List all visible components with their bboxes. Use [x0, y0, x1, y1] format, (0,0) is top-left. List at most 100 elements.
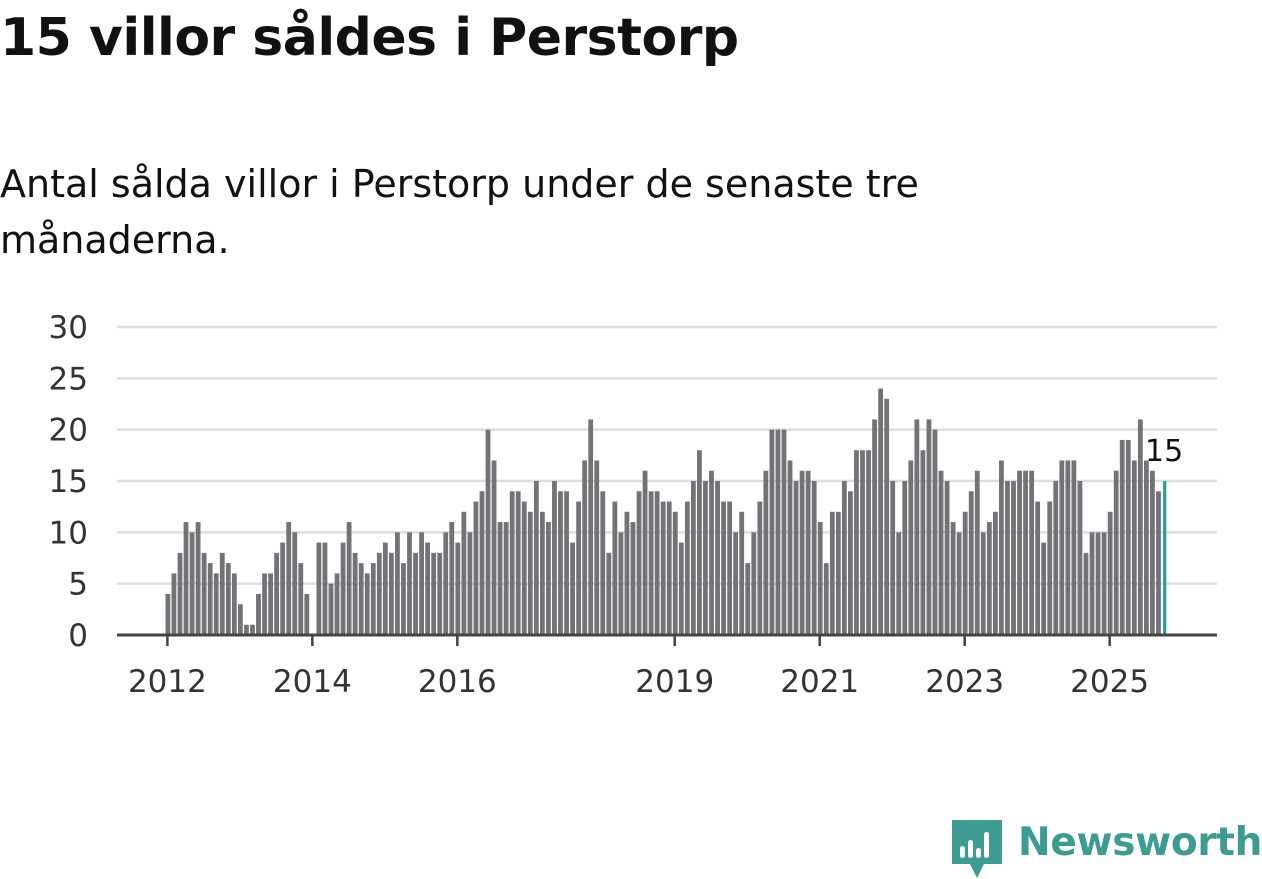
bar	[648, 491, 654, 635]
bar	[558, 491, 563, 635]
bar	[298, 563, 304, 635]
bar	[884, 398, 890, 635]
bar	[449, 522, 455, 635]
bar	[207, 563, 213, 635]
bar	[805, 470, 811, 635]
bar	[1065, 460, 1071, 635]
x-tick-label: 2023	[925, 664, 1004, 700]
bar	[1137, 419, 1143, 635]
bar	[328, 583, 334, 635]
bar	[660, 501, 666, 635]
bar	[521, 501, 527, 635]
bar	[334, 573, 340, 635]
bar	[1053, 481, 1059, 635]
bar	[431, 552, 437, 635]
bar	[304, 593, 310, 635]
bar	[213, 573, 219, 635]
bar	[461, 511, 467, 635]
bar	[1059, 460, 1065, 635]
bar	[485, 429, 491, 635]
bar	[455, 542, 461, 635]
y-axis: 0 5 10 15 20 25 30	[49, 310, 88, 654]
bar	[751, 532, 757, 635]
bar	[491, 460, 497, 635]
bar	[811, 481, 817, 635]
bar	[1077, 481, 1083, 635]
bar	[787, 460, 793, 635]
bar	[1150, 470, 1155, 635]
bar	[237, 604, 243, 635]
bar	[600, 491, 606, 635]
bar	[1023, 470, 1028, 635]
y-tick-label: 15	[49, 464, 88, 500]
bar	[509, 491, 515, 635]
bar	[860, 450, 865, 635]
bar	[388, 552, 394, 635]
bar	[244, 624, 249, 635]
bar	[515, 491, 521, 635]
bar	[165, 593, 171, 635]
bar	[727, 501, 733, 635]
newsworthy-logo[interactable]: Newsworthy	[948, 816, 1262, 878]
x-tick-label: 2014	[273, 664, 352, 700]
y-tick-label: 20	[49, 413, 88, 449]
bar	[274, 552, 280, 635]
bar	[358, 563, 364, 635]
bar	[219, 552, 225, 635]
bar	[1083, 552, 1089, 635]
bar	[721, 501, 726, 635]
bar	[715, 481, 720, 635]
bar	[292, 532, 298, 635]
bar	[316, 542, 322, 635]
bar	[642, 470, 648, 635]
bar	[539, 511, 545, 635]
bar	[672, 511, 678, 635]
bar	[872, 419, 877, 635]
bar	[823, 563, 829, 635]
bar	[533, 481, 539, 635]
bar	[986, 522, 992, 635]
bar	[1143, 460, 1149, 635]
bar	[817, 522, 823, 635]
bar	[467, 532, 473, 635]
chart-title: 15 villor såldes i Perstorp	[0, 8, 739, 68]
bar	[588, 419, 594, 635]
bar	[340, 542, 346, 635]
x-tick-label: 2012	[128, 664, 207, 700]
bar	[914, 419, 920, 635]
bar	[612, 501, 618, 635]
bar	[848, 491, 853, 635]
bar	[950, 522, 956, 635]
bar	[666, 501, 672, 635]
x-tick-label: 2019	[635, 664, 714, 700]
bar	[1107, 511, 1113, 635]
bar	[171, 573, 177, 635]
bar	[733, 532, 739, 635]
bar	[1131, 460, 1137, 635]
bar	[189, 532, 195, 635]
bar	[346, 522, 352, 635]
bar	[256, 593, 261, 635]
bar	[1071, 460, 1077, 635]
x-axis: 2012 2014 2016 2019 2021 2023 2025	[128, 635, 1149, 700]
bar	[546, 522, 551, 635]
bar	[401, 563, 406, 635]
bar	[1041, 542, 1047, 635]
x-tick-label: 2016	[418, 664, 497, 700]
bar	[582, 460, 588, 635]
bar	[678, 542, 684, 635]
bar	[1035, 501, 1041, 635]
y-tick-label: 10	[49, 515, 88, 551]
bar	[195, 522, 201, 635]
bar	[395, 532, 400, 635]
bar	[370, 563, 376, 635]
bar	[896, 532, 902, 635]
bar	[999, 460, 1004, 635]
bar	[268, 573, 273, 635]
bar	[624, 511, 630, 635]
bar	[250, 624, 255, 635]
bar	[992, 511, 998, 635]
bar	[413, 552, 418, 635]
chart-subtitle: Antal sålda villor i Perstorp under de s…	[0, 162, 919, 262]
